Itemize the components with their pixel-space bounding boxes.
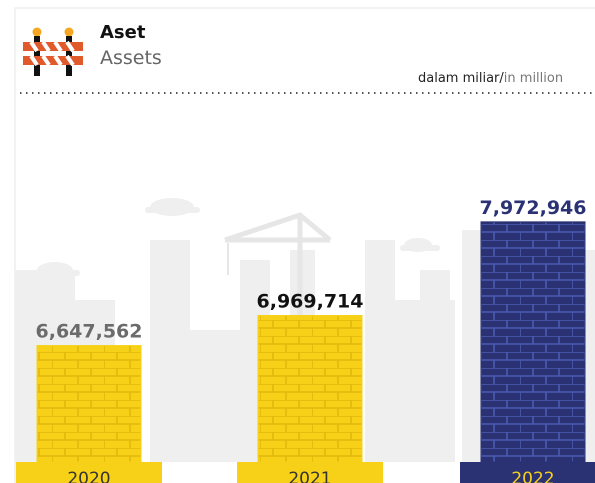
value-label: 7,972,946 (480, 197, 587, 219)
bar (37, 346, 141, 462)
bar (258, 315, 362, 462)
unit-note: dalam miliar/in million (418, 71, 563, 86)
value-label: 6,969,714 (257, 290, 364, 312)
bar (481, 222, 585, 462)
x-tick-label: 2022 (511, 469, 554, 483)
value-label: 6,647,562 (36, 321, 143, 343)
page: Aset Assets dalam miliar/in million 6,64… (0, 0, 595, 483)
title: Aset (100, 22, 146, 43)
chart: Aset Assets dalam miliar/in million 6,64… (0, 0, 595, 483)
unit-local: dalam miliar (418, 71, 500, 86)
x-tick-label: 2020 (67, 469, 110, 483)
subtitle: Assets (100, 47, 162, 69)
x-tick-label: 2021 (288, 469, 331, 483)
unit-english: in million (504, 71, 563, 86)
